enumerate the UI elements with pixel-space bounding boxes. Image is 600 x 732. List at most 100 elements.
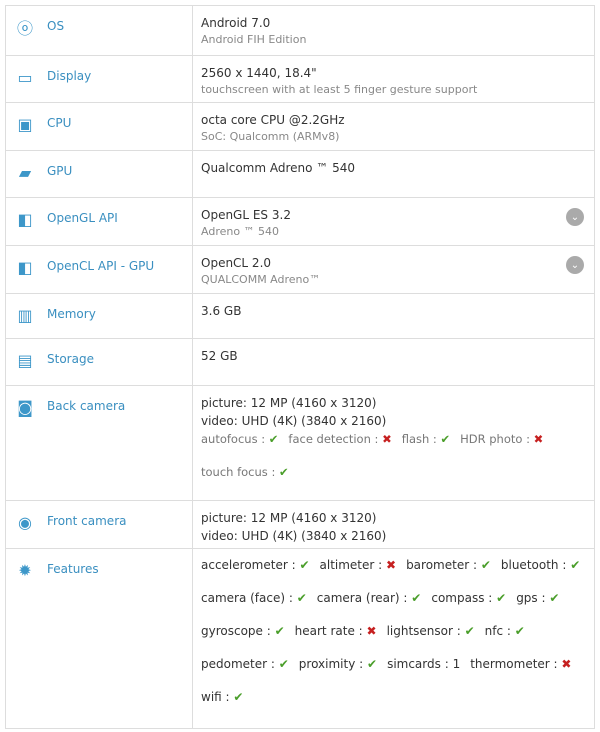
spec-row-opencl-api-gpu: ◧ OpenCL API - GPU OpenCL 2.0 QUALCOMM Adre…	[6, 246, 594, 294]
spec-label-cell: ▥ Memory	[6, 294, 193, 338]
spec-label-cell: ▤ Storage	[6, 339, 193, 385]
feature-name: barometer :	[406, 558, 481, 572]
check-icon: ✔	[411, 591, 422, 605]
storage-icon: ▤	[17, 350, 33, 370]
feature-item: face detection : ✖	[288, 431, 391, 447]
check-icon: ✔	[274, 624, 285, 638]
spec-value: Qualcomm Adreno ™ 540	[201, 161, 356, 175]
feature-name: gyroscope :	[201, 624, 275, 638]
feature-item: accelerometer : ✔	[201, 549, 310, 582]
check-icon: ✔	[268, 432, 279, 446]
feature-name: face detection :	[288, 432, 383, 446]
feature-name: compass :	[431, 591, 497, 605]
spec-label: OS	[47, 19, 65, 33]
spec-row-opengl-api: ◧ OpenGL API OpenGL ES 3.2 Adreno ™ 540 ⌄	[6, 198, 594, 246]
camera-icon: ◙	[17, 397, 33, 417]
spec-label-cell: ◉ Front camera	[6, 501, 193, 548]
check-icon: ✔	[464, 624, 475, 638]
cross-icon: ✖	[382, 432, 392, 446]
spec-label: Display	[47, 69, 92, 83]
spec-label: Back camera	[47, 399, 126, 413]
check-icon: ✔	[233, 690, 244, 704]
feature-item: simcards : 1	[387, 648, 460, 681]
feature-item: gyroscope : ✔	[201, 615, 285, 648]
spec-label: Storage	[47, 352, 94, 366]
spec-label: OpenGL API	[47, 211, 118, 225]
gear-icon: ✹	[18, 560, 32, 580]
spec-subvalue: QUALCOMM Adreno™	[201, 273, 321, 286]
spec-label: GPU	[47, 164, 73, 178]
feature-item: camera (face) : ✔	[201, 582, 307, 615]
spec-value: video: UHD (4K) (3840 x 2160)	[201, 529, 387, 543]
spec-value-cell: Qualcomm Adreno ™ 540	[193, 151, 594, 197]
spec-row-back-camera: ◙ Back camera picture: 12 MP (4160 x 3120)…	[6, 386, 594, 501]
spec-value-cell: picture: 12 MP (4160 x 3120) video: UHD (…	[193, 501, 594, 548]
feature-name: camera (rear) :	[316, 591, 412, 605]
feature-item: pedometer : ✔	[201, 648, 289, 681]
spec-value: picture: 12 MP (4160 x 3120)	[201, 511, 377, 525]
spec-row-front-camera: ◉ Front camera picture: 12 MP (4160 x 3120…	[6, 501, 594, 549]
cross-icon: ✖	[561, 657, 572, 671]
spec-value: OpenCL 2.0	[201, 256, 272, 270]
feature-item: nfc : ✔	[485, 615, 525, 648]
feature-item: bluetooth : ✔	[501, 549, 580, 582]
feature-name: touch focus :	[201, 465, 279, 479]
spec-value: OpenGL ES 3.2	[201, 208, 291, 222]
feature-name: flash :	[401, 432, 441, 446]
spec-label-cell: ⓞ OS	[6, 6, 193, 55]
spec-label-cell: ▣ CPU	[6, 103, 193, 150]
spec-row-memory: ▥ Memory 3.6 GB	[6, 294, 594, 339]
feature-value: 1	[452, 657, 461, 671]
feature-item: altimeter : ✖	[320, 549, 397, 582]
feature-name: accelerometer :	[201, 558, 300, 572]
feature-name: autofocus :	[201, 432, 269, 446]
feature-name: lightsensor :	[386, 624, 465, 638]
spec-subvalue: touchscreen with at least 5 finger gestu…	[201, 83, 478, 96]
spec-row-cpu: ▣ CPU octa core CPU @2.2GHz SoC: Qualcomm (…	[6, 103, 594, 151]
spec-value: 52 GB	[201, 349, 238, 363]
feature-item: thermometer : ✖	[470, 648, 571, 681]
spec-label: Memory	[47, 307, 96, 321]
feature-item: HDR photo : ✖	[460, 431, 543, 447]
spec-value: video: UHD (4K) (3840 x 2160)	[201, 414, 387, 428]
feature-name: simcards :	[387, 657, 453, 671]
spec-value: picture: 12 MP (4160 x 3120)	[201, 396, 377, 410]
feature-name: nfc :	[484, 624, 515, 638]
spec-label-cell: ▭ Display	[6, 56, 193, 102]
expand-button[interactable]: ⌄	[566, 256, 584, 274]
feature-item: lightsensor : ✔	[387, 615, 475, 648]
feature-name: camera (face) :	[201, 591, 297, 605]
spec-value-cell: OpenGL ES 3.2 Adreno ™ 540	[193, 198, 594, 245]
feature-item: heart rate : ✖	[295, 615, 377, 648]
feature-name: bluetooth :	[500, 558, 571, 572]
spec-label-cell: ◧ OpenGL API	[6, 198, 193, 245]
spec-value: Android 7.0	[201, 16, 271, 30]
spec-row-gpu: ▰ GPU Qualcomm Adreno ™ 540	[6, 151, 594, 198]
feature-item: proximity : ✔	[299, 648, 377, 681]
spec-subvalue: Adreno ™ 540	[201, 225, 280, 238]
monitor-icon: ▭	[17, 67, 33, 87]
check-icon: ✔	[514, 624, 525, 638]
cross-icon: ✖	[533, 432, 544, 446]
spec-value-cell: accelerometer : ✔ altimeter : ✖ barometer …	[193, 549, 594, 728]
check-icon: ✔	[480, 558, 491, 572]
features-list: accelerometer : ✔ altimeter : ✖ barometer …	[201, 549, 594, 714]
feature-item: flash : ✔	[402, 431, 450, 447]
gpu-icon: ▰	[18, 162, 32, 182]
spec-value: 2560 x 1440, 18.4"	[201, 66, 317, 80]
check-icon: ✔	[496, 591, 507, 605]
feature-item: gps : ✔	[516, 582, 559, 615]
feature-name: gps :	[516, 591, 550, 605]
spec-value-cell: 2560 x 1440, 18.4" touchscreen with at le…	[193, 56, 594, 102]
spec-label-cell: ✹ Features	[6, 549, 193, 728]
os-icon: ⓞ	[16, 19, 33, 38]
check-icon: ✔	[296, 591, 307, 605]
check-icon: ✔	[367, 657, 378, 671]
spec-value-cell: 52 GB	[193, 339, 594, 385]
feature-name: HDR photo :	[460, 432, 534, 446]
expand-button[interactable]: ⌄	[566, 208, 584, 226]
spec-row-os: ⓞ OS Android 7.0 Android FIH Edition	[6, 6, 594, 56]
front-camera-icon: ◉	[18, 512, 32, 532]
feature-item: wifi : ✔	[201, 681, 243, 714]
check-icon: ✔	[278, 465, 289, 479]
